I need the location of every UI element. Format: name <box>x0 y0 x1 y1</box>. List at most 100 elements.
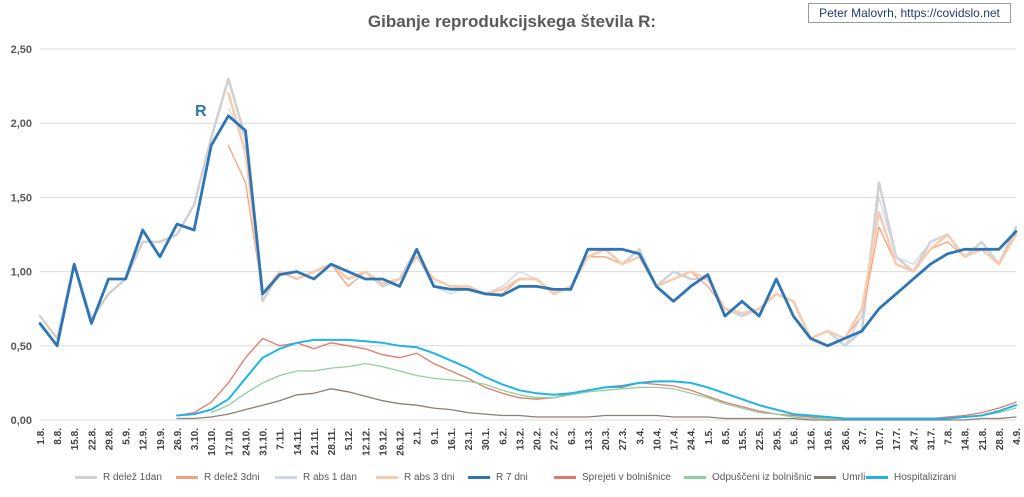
x-tick-label: 7.8. <box>944 428 955 445</box>
legend-swatch <box>376 476 398 479</box>
x-tick-label: 28.11. <box>327 428 338 455</box>
x-tick-label: 17.10. <box>224 428 235 456</box>
x-tick-label: 6.2. <box>498 428 509 445</box>
x-tick-label: 27.3. <box>618 428 629 450</box>
legend-label: R delež 3dni <box>204 472 260 483</box>
x-tick-label: 21.8. <box>978 428 989 450</box>
legend-item-hospitalizirani: Hospitalizirani <box>866 472 956 483</box>
x-tick-label: 16.1. <box>447 428 458 450</box>
legend-label: R abs 3 dni <box>404 472 455 483</box>
x-tick-label: 26.6. <box>841 428 852 450</box>
legend: R delež 1dan R delež 3dni R abs 1 dan R … <box>0 472 1024 492</box>
series-lines <box>38 77 1018 421</box>
x-tick-label: 19.9. <box>156 428 167 450</box>
x-tick-label: 21.11. <box>310 428 321 455</box>
x-tick-label: 12.12. <box>361 428 372 456</box>
x-tick-label: 28.8. <box>995 428 1006 450</box>
legend-label: Odpuščeni iz bolnišnic <box>712 472 812 483</box>
legend-swatch <box>554 476 576 479</box>
x-tick-label: 8.5. <box>721 428 732 445</box>
legend-swatch <box>684 476 706 479</box>
series-line-sprejeti-v-bolnisnice <box>176 337 1017 420</box>
x-tick-label: 10.7. <box>875 428 886 450</box>
x-tick-label: 2.1. <box>413 428 424 445</box>
series-line-odpusceni-iz-bolnisnic <box>210 362 1017 420</box>
x-tick-label: 12.6. <box>807 428 818 450</box>
legend-item-r-7-dni: R 7 dni <box>468 472 528 483</box>
x-tick-label: 22.8. <box>87 428 98 450</box>
x-tick-label: 19.12. <box>378 428 389 456</box>
series-line-r-7-dni <box>38 114 1018 348</box>
x-tick-label: 3.10. <box>190 428 201 450</box>
x-tick-label: 8.8. <box>53 428 64 445</box>
legend-label: R delež 1dan <box>103 472 162 483</box>
x-tick-label: 14.8. <box>961 428 972 450</box>
series-line-r-delez-3dni <box>227 144 1017 340</box>
legend-item-sprejeti: Sprejeti v bolnišnice <box>554 472 671 483</box>
x-tick-label: 24.4. <box>687 428 698 450</box>
x-tick-label: 15.5. <box>738 428 749 450</box>
legend-swatch <box>275 476 297 479</box>
x-tick-label: 12.9. <box>139 428 150 450</box>
legend-label: Sprejeti v bolnišnice <box>582 472 671 483</box>
x-tick-label: 29.8. <box>104 428 115 450</box>
y-tick-label: 1,50 <box>11 192 32 204</box>
x-tick-label: 22.5. <box>755 428 766 450</box>
x-tick-label: 3.4. <box>635 428 646 445</box>
x-tick-label: 17.7. <box>892 428 903 450</box>
legend-item-r-delez-1dan: R delež 1dan <box>75 472 162 483</box>
series-line-r-abs-1-dan <box>227 107 1017 347</box>
x-tick-label: 31.10. <box>259 428 270 456</box>
x-tick-label: 7.11. <box>276 428 287 450</box>
y-axis-ticks: 0,00 0,50 1,00 1,50 2,00 2,50 <box>11 44 32 427</box>
x-tick-label: 26.9. <box>173 428 184 450</box>
x-tick-label: 15.8. <box>70 428 81 450</box>
x-tick-label: 19.6. <box>824 428 835 450</box>
x-tick-label: 5.6. <box>789 428 800 445</box>
series-line-r-abs-3-dni <box>227 92 1018 340</box>
grid-lines <box>40 48 1016 421</box>
legend-swatch <box>468 476 490 479</box>
legend-item-r-delez-3dni: R delež 3dni <box>176 472 260 483</box>
chart-title: Gibanje reprodukcijskega števila R: <box>367 12 657 31</box>
x-tick-label: 9.1. <box>430 428 441 445</box>
x-tick-label: 26.12. <box>396 428 407 456</box>
x-tick-label: 14.11. <box>293 428 304 455</box>
x-tick-label: 24.10. <box>241 428 252 456</box>
x-tick-label: 31.7. <box>926 428 937 450</box>
x-tick-label: 1.5. <box>704 428 715 445</box>
legend-label: R abs 1 dan <box>303 472 357 483</box>
x-tick-label: 6.3. <box>567 428 578 445</box>
x-tick-label: 5.12. <box>344 428 355 450</box>
legend-label: Hospitalizirani <box>894 472 957 483</box>
legend-item-r-abs-3-dni: R abs 3 dni <box>376 472 455 483</box>
x-tick-label: 1.8. <box>36 428 47 445</box>
r-annotation: R <box>195 103 207 120</box>
y-tick-label: 2,00 <box>11 118 32 130</box>
legend-swatch <box>75 476 97 479</box>
x-tick-label: 27.2. <box>550 428 561 450</box>
x-tick-label: 30.1. <box>481 428 492 450</box>
x-tick-label: 13.2. <box>515 428 526 450</box>
series-line-umrli <box>176 388 1017 421</box>
legend-swatch <box>814 476 836 479</box>
credit-box: Peter Malovrh, https://covidslo.net <box>808 3 1011 23</box>
legend-item-odpusceni: Odpuščeni iz bolnišnic <box>684 472 812 483</box>
y-tick-label: 1,00 <box>11 267 32 279</box>
x-tick-label: 20.3. <box>601 428 612 450</box>
y-tick-label: 2,50 <box>11 44 32 56</box>
legend-item-r-abs-1-dan: R abs 1 dan <box>275 472 357 483</box>
x-tick-label: 10.4. <box>652 428 663 450</box>
series-line-r-delez-1dan <box>38 77 1018 348</box>
x-tick-label: 23.1. <box>464 428 475 450</box>
y-tick-label: 0,00 <box>11 415 32 427</box>
x-tick-label: 24.7. <box>909 428 920 450</box>
x-tick-label: 3.7. <box>858 428 869 445</box>
x-tick-label: 13.3. <box>584 428 595 450</box>
y-tick-label: 0,50 <box>11 341 32 353</box>
x-tick-label: 20.2. <box>533 428 544 450</box>
series-line-hospitalizirani <box>176 338 1017 420</box>
x-axis-ticks: 1.8. 8.8. 15.8. 22.8. 29.8. 5.9. 12.9. 19.9. 26.… <box>36 428 1023 456</box>
x-tick-label: 5.9. <box>122 428 133 445</box>
